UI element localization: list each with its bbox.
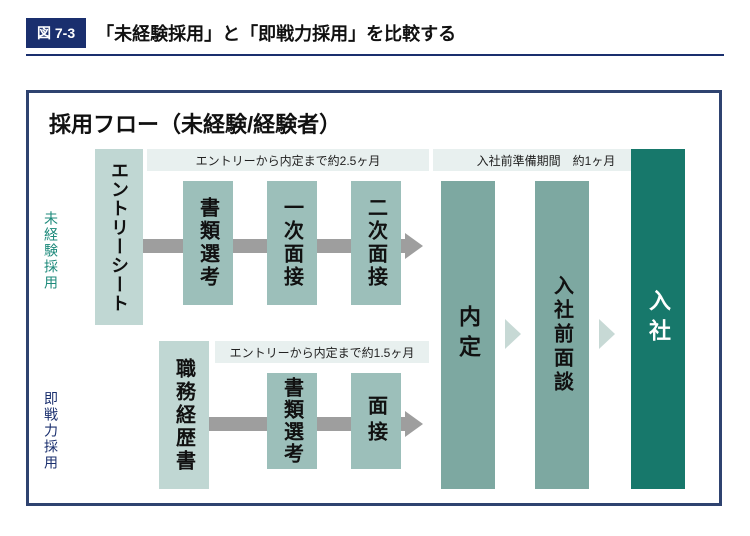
box-naitei: 内定 <box>441 181 495 489</box>
chevron-2 <box>599 319 615 349</box>
box-first-interview: 一次面接 <box>267 181 317 305</box>
box-doc-screen-1: 書類選考 <box>183 181 233 305</box>
box-pre-meeting: 入社前面談 <box>535 181 589 489</box>
box-second-interview: 二次面接 <box>351 181 401 305</box>
box-nyusha: 入社 <box>631 149 685 489</box>
side-label-experienced: 即戦力採用 <box>41 391 61 471</box>
flow-panel: 採用フロー（未経験/経験者） 未経験採用即戦力採用 エントリーから内定まで約2.5… <box>26 90 722 506</box>
box-doc-screen-2: 書類選考 <box>267 373 317 469</box>
box-interview: 面接 <box>351 373 401 469</box>
panel-title: 採用フロー（未経験/経験者） <box>49 107 341 139</box>
figure-label-badge: 図 7-3 <box>26 18 86 48</box>
figure-header: 図 7-3 「未経験採用」と「即戦力採用」を比較する <box>26 18 724 48</box>
box-resume: 職務経歴書 <box>159 341 209 489</box>
timeline-prep-period: 入社前準備期間 約1ヶ月 <box>433 149 659 171</box>
timeline-entry-to-offer-top: エントリーから内定まで約2.5ヶ月 <box>147 149 429 171</box>
chevron-1 <box>505 319 521 349</box>
figure-title: 「未経験採用」と「即戦力採用」を比較する <box>96 20 456 46</box>
box-entry-sheet: エントリーシート <box>95 149 143 325</box>
header-divider <box>26 54 724 56</box>
timeline-entry-to-offer-mid: エントリーから内定まで約1.5ヶ月 <box>215 341 429 363</box>
side-label-inexperienced: 未経験採用 <box>41 211 61 291</box>
